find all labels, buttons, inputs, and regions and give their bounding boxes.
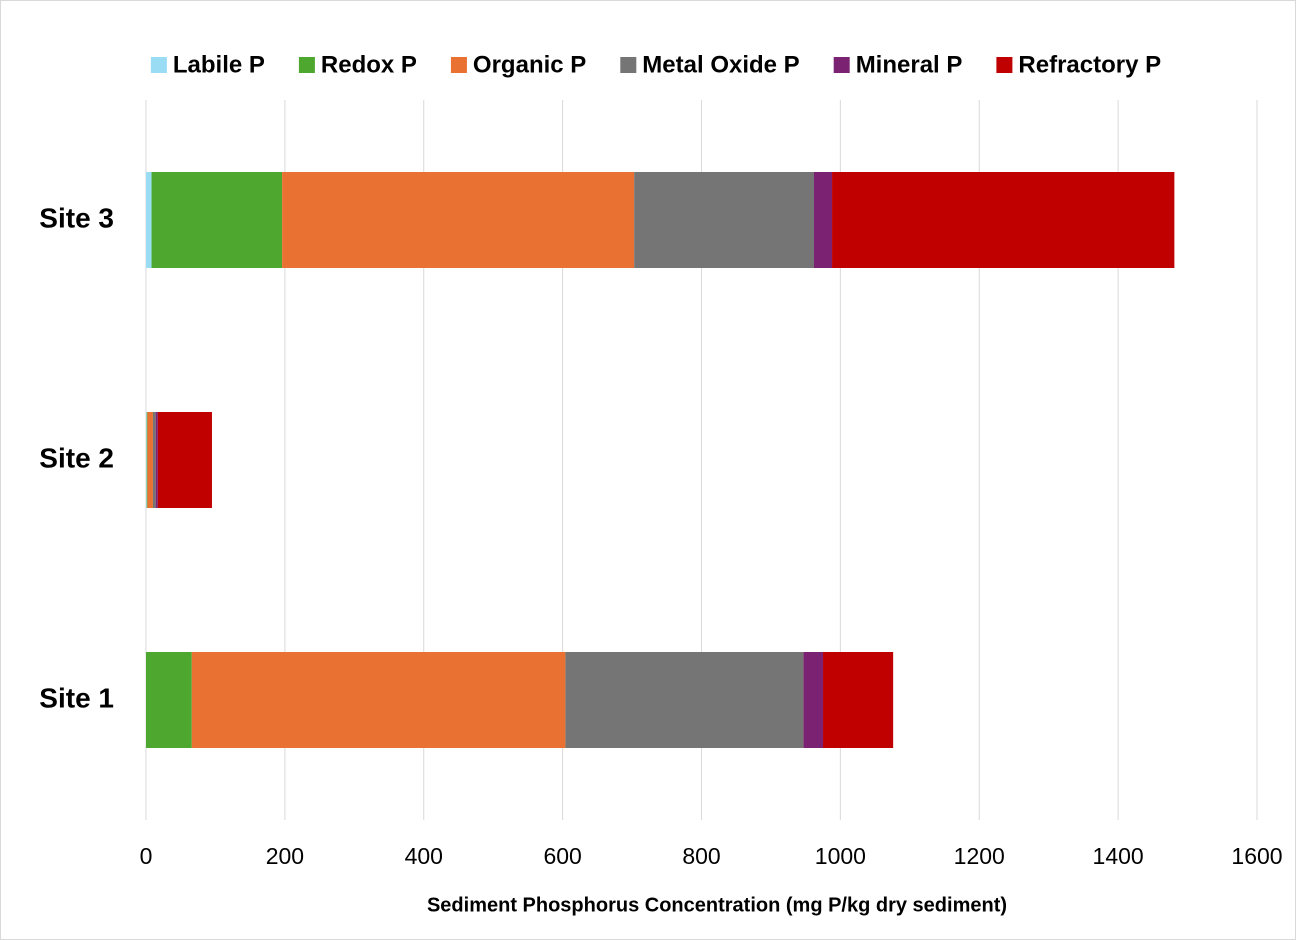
- bar-segment: [813, 172, 833, 268]
- y-tick-label: Site 1: [39, 682, 114, 713]
- bar-segment: [146, 412, 148, 508]
- bar-segment: [191, 652, 566, 748]
- bar-segment: [565, 652, 804, 748]
- bar-segment: [803, 652, 824, 748]
- y-tick-label: Site 2: [39, 442, 114, 473]
- bar-segment: [832, 172, 1175, 268]
- legend-swatch: [833, 57, 850, 73]
- x-tick-label: 0: [140, 843, 153, 869]
- x-axis-title: Sediment Phosphorus Concentration (mg P/…: [427, 894, 1007, 916]
- bar-segment: [151, 172, 283, 268]
- legend-label: Refractory P: [1018, 51, 1161, 78]
- x-tick-label: 1200: [954, 843, 1005, 869]
- legend-label: Metal Oxide P: [642, 51, 799, 78]
- legend-swatch: [298, 57, 315, 73]
- legend-swatch: [450, 57, 467, 73]
- legend-swatch: [996, 57, 1013, 73]
- x-tick-label: 800: [682, 843, 720, 869]
- bar-segment: [157, 412, 212, 508]
- x-tick-label: 1400: [1093, 843, 1144, 869]
- x-tick-label: 200: [266, 843, 304, 869]
- bar-segment: [146, 172, 152, 268]
- x-tick-label: 600: [543, 843, 581, 869]
- x-tick-label: 1600: [1231, 843, 1282, 869]
- legend-label: Redox P: [321, 51, 417, 78]
- bar-segment: [155, 412, 158, 508]
- x-tick-label: 400: [405, 843, 443, 869]
- bar-segment: [146, 412, 147, 508]
- y-tick-label: Site 3: [39, 202, 114, 233]
- bar-segment: [152, 412, 156, 508]
- legend-label: Organic P: [473, 51, 586, 78]
- bar-segment: [147, 412, 153, 508]
- legend-label: Mineral P: [856, 51, 963, 78]
- legend-swatch: [620, 57, 637, 73]
- bar-segment: [634, 172, 814, 268]
- bar-segment: [282, 172, 635, 268]
- x-tick-label: 1000: [815, 843, 866, 869]
- legend-swatch: [150, 57, 167, 73]
- bar-segment: [823, 652, 894, 748]
- bar-segment: [146, 652, 192, 748]
- legend-label: Labile P: [173, 51, 265, 78]
